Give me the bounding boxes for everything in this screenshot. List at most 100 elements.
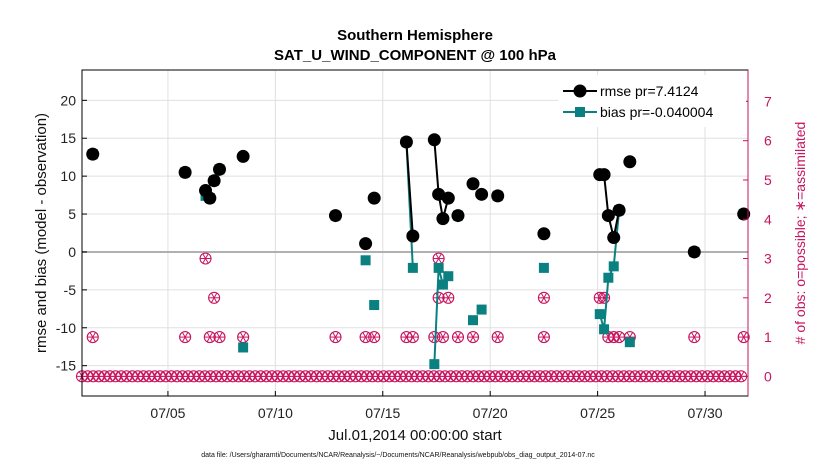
rmse-point	[491, 189, 505, 203]
obs-marker	[179, 331, 192, 344]
rmse-point	[436, 212, 450, 226]
legend-marker-bias	[575, 107, 585, 117]
right-tick-label: 4	[764, 211, 772, 227]
x-tick-label: 07/10	[258, 405, 293, 421]
bias-point	[437, 279, 448, 290]
y-tick-label: 15	[60, 130, 76, 146]
bias-point	[369, 300, 380, 311]
y-tick-label: -5	[64, 282, 77, 298]
rmse-point	[451, 209, 465, 223]
legend-label: bias pr=-0.040004	[600, 104, 713, 120]
x-axis-ticks: 07/05 07/10 07/15 07/20 07/25 07/30	[150, 391, 723, 421]
y-tick-label: 20	[60, 92, 76, 108]
rmse-point	[687, 245, 701, 259]
bias-point	[468, 315, 479, 326]
obs-marker	[436, 331, 449, 344]
y-tick-label: 10	[60, 168, 76, 184]
rmse-point	[537, 227, 551, 241]
right-tick-label: 5	[764, 172, 772, 188]
right-tick-label: 6	[764, 133, 772, 149]
obs-marker	[406, 331, 419, 344]
data-file-footnote: data file: /Users/gharamti/Documents/NCA…	[201, 452, 595, 459]
right-tick-label: 3	[764, 251, 772, 267]
rmse-point	[399, 135, 413, 149]
bias-point	[238, 342, 249, 353]
bias-point	[594, 309, 605, 320]
y-axis-ticks: -15 -10 -5 0 5 10 15 20	[56, 92, 87, 374]
right-tick-label: 1	[764, 329, 772, 345]
rmse-point	[623, 155, 637, 169]
rmse-series	[86, 133, 751, 259]
obs-marker	[208, 291, 221, 304]
obs-marker	[451, 331, 465, 344]
obs-marker	[466, 331, 480, 344]
y-tick-label: 0	[68, 244, 76, 260]
right-tick-label: 2	[764, 290, 772, 306]
rmse-point	[329, 209, 343, 223]
y-axis-label: rmse and bias (model - observation)	[33, 113, 50, 353]
bias-point	[433, 262, 444, 273]
x-tick-label: 07/25	[580, 405, 615, 421]
rmse-point	[367, 191, 381, 205]
rmse-point	[607, 231, 621, 245]
legend-label: rmse pr=7.4124	[600, 83, 699, 99]
rmse-point	[441, 191, 455, 205]
obs-marker	[368, 331, 381, 344]
x-tick-label: 07/30	[688, 405, 723, 421]
obs-marker	[491, 331, 504, 344]
right-tick-label: 7	[764, 93, 772, 109]
bias-point	[624, 337, 635, 348]
obs-marker	[432, 252, 445, 265]
bias-point	[603, 272, 614, 283]
right-tick-label: 0	[764, 368, 772, 384]
rmse-point	[212, 162, 226, 176]
chart-subtitle: SAT_U_WIND_COMPONENT @ 100 hPa	[274, 47, 557, 64]
right-axis-label: # of obs: o=possible; ∗=assimilated	[792, 122, 808, 345]
obs-marker	[213, 331, 226, 344]
bias-point	[476, 304, 487, 315]
rmse-point	[359, 237, 373, 251]
rmse-point	[178, 165, 192, 179]
rmse-point	[466, 177, 480, 191]
obs-count-markers	[75, 252, 750, 383]
x-tick-label: 07/15	[365, 405, 400, 421]
rmse-point	[207, 174, 221, 188]
obs-marker	[537, 291, 550, 304]
rmse-point	[427, 133, 441, 147]
obs-marker	[537, 331, 550, 344]
obs-marker	[86, 331, 99, 344]
chart-legend: rmse pr=7.4124 bias pr=-0.040004	[558, 75, 746, 127]
obs-marker	[237, 331, 250, 344]
bias-point	[429, 359, 440, 370]
obs-marker	[442, 291, 455, 304]
bias-point	[360, 255, 371, 266]
y-tick-label: -15	[56, 358, 76, 374]
legend-marker-rmse	[573, 84, 587, 98]
rmse-line	[405, 141, 414, 237]
bias-point	[538, 262, 549, 273]
rmse-point	[612, 203, 626, 217]
rmse-line	[433, 139, 450, 219]
bias-point	[407, 262, 418, 273]
bias-point	[599, 324, 610, 335]
x-tick-label: 07/20	[473, 405, 508, 421]
rmse-point	[406, 229, 420, 243]
rmse-point	[86, 147, 100, 161]
rmse-point	[601, 209, 615, 223]
x-axis-label: Jul.01,2014 00:00:00 start	[328, 427, 502, 444]
obs-marker	[613, 331, 626, 344]
rmse-point	[203, 191, 217, 205]
legend-background	[558, 75, 746, 127]
obs-marker	[688, 331, 701, 344]
chart-title: Southern Hemisphere	[337, 27, 493, 44]
right-axis-ticks: 0 1 2 3 4 5 6 7	[743, 93, 772, 384]
rmse-point	[475, 187, 489, 201]
rmse-point	[597, 168, 611, 182]
x-tick-label: 07/05	[150, 405, 185, 421]
obs-marker	[199, 252, 212, 265]
rmse-point	[737, 207, 751, 221]
bias-point	[443, 271, 454, 282]
y-tick-label: -10	[56, 320, 76, 336]
rmse-point	[236, 149, 250, 163]
